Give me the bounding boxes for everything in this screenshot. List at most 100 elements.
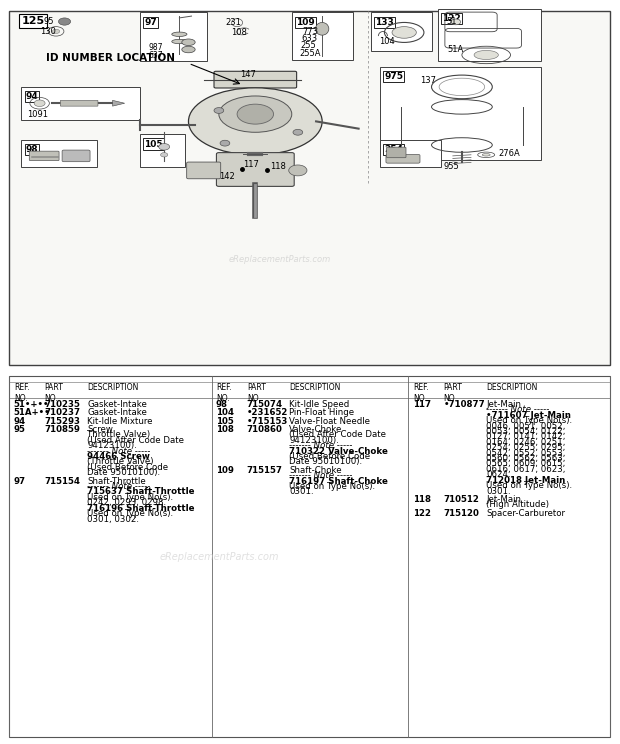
Text: 109: 109	[296, 18, 315, 27]
Text: REF.
NO.: REF. NO.	[414, 383, 429, 403]
Text: Gasket-Intake: Gasket-Intake	[87, 408, 147, 417]
Text: 117: 117	[243, 161, 259, 170]
Text: Date 95010100).: Date 95010100).	[290, 458, 363, 466]
Text: PART
NO.: PART NO.	[247, 383, 266, 403]
Text: DESCRIPTION: DESCRIPTION	[87, 383, 138, 392]
Text: Valve-Choke: Valve-Choke	[290, 425, 343, 434]
Text: Valve-Float Needle: Valve-Float Needle	[290, 417, 370, 426]
Text: ------- Note -----: ------- Note -----	[290, 471, 353, 480]
Circle shape	[161, 153, 168, 157]
Text: 51A+••: 51A+••	[14, 408, 50, 417]
Bar	[140, 13, 206, 62]
Text: 987: 987	[149, 43, 164, 52]
Text: Spacer-Carburetor: Spacer-Carburetor	[486, 509, 565, 518]
Text: 710235: 710235	[45, 400, 81, 409]
Text: ------- Note -----: ------- Note -----	[290, 441, 353, 450]
Text: 133: 133	[375, 18, 394, 27]
Text: 97: 97	[14, 477, 25, 486]
Text: 51: 51	[446, 17, 457, 26]
Text: •711607 Jet-Main: •711607 Jet-Main	[486, 411, 571, 420]
Text: Screw: Screw	[87, 425, 113, 434]
Text: 122: 122	[413, 509, 431, 518]
Text: Used on Type No(s).: Used on Type No(s).	[87, 493, 173, 502]
Text: (Used Before Code: (Used Before Code	[87, 463, 168, 472]
Text: 715293: 715293	[45, 417, 81, 426]
Text: Used on Type No(s).: Used on Type No(s).	[290, 482, 376, 491]
Text: 0542, 0552, 0553,: 0542, 0552, 0553,	[486, 449, 565, 458]
Text: 710859: 710859	[45, 425, 81, 434]
Text: 0301, 0302.: 0301, 0302.	[87, 515, 139, 524]
Text: 104: 104	[216, 408, 234, 417]
Text: Jet-Main: Jet-Main	[486, 495, 521, 504]
FancyBboxPatch shape	[386, 155, 420, 163]
Text: ID NUMBER LOCATION: ID NUMBER LOCATION	[46, 53, 175, 62]
Text: 108: 108	[231, 28, 247, 36]
Text: 710322 Valve-Choke: 710322 Valve-Choke	[290, 446, 388, 455]
Text: (Used After Code Date: (Used After Code Date	[290, 430, 386, 439]
Text: 255A: 255A	[299, 48, 321, 57]
Ellipse shape	[482, 153, 490, 156]
Text: 0127, 0141, 0142,: 0127, 0141, 0142,	[486, 432, 565, 441]
Text: Kit-Idle Mixture: Kit-Idle Mixture	[87, 417, 153, 426]
Circle shape	[58, 18, 71, 25]
Text: 773: 773	[303, 27, 319, 36]
Polygon shape	[112, 100, 125, 106]
Ellipse shape	[219, 96, 292, 132]
Ellipse shape	[316, 22, 329, 35]
Text: 1091: 1091	[27, 110, 48, 119]
FancyBboxPatch shape	[187, 162, 221, 179]
Text: Jet-Main: Jet-Main	[486, 400, 521, 409]
Text: (Used Before Code: (Used Before Code	[290, 452, 371, 461]
Text: 0616, 0617, 0623,: 0616, 0617, 0623,	[486, 465, 565, 474]
Text: 710860: 710860	[247, 425, 283, 434]
Text: 51•+••: 51•+••	[14, 400, 49, 409]
Text: 51A: 51A	[447, 45, 464, 54]
Text: •710877: •710877	[444, 400, 485, 409]
Text: 94123100).: 94123100).	[87, 441, 137, 450]
Text: 137: 137	[420, 76, 436, 86]
Text: 975: 975	[384, 72, 403, 81]
Text: 117: 117	[413, 400, 431, 409]
Text: 716197 Shaft-Choke: 716197 Shaft-Choke	[290, 477, 388, 486]
Text: 109: 109	[216, 466, 234, 475]
Circle shape	[451, 19, 461, 25]
Ellipse shape	[172, 39, 187, 44]
Text: 94: 94	[25, 92, 38, 101]
Text: REF.
NO.: REF. NO.	[216, 383, 232, 403]
Bar	[371, 13, 432, 51]
Bar	[380, 67, 541, 159]
Text: Kit-Idle Speed: Kit-Idle Speed	[290, 400, 350, 409]
Ellipse shape	[237, 104, 273, 124]
Text: Gasket-Intake: Gasket-Intake	[87, 400, 147, 409]
Text: 122: 122	[442, 14, 461, 23]
Text: Date 95010100).: Date 95010100).	[87, 468, 160, 477]
Circle shape	[214, 108, 224, 113]
Text: 0053, 0054, 0122,: 0053, 0054, 0122,	[486, 427, 565, 436]
Text: (High Altitude): (High Altitude)	[486, 500, 549, 510]
Ellipse shape	[182, 39, 195, 45]
Text: 0301.: 0301.	[290, 487, 314, 496]
Text: 95: 95	[44, 17, 55, 26]
Text: 715074: 715074	[247, 400, 283, 409]
Text: 712018 Jet-Main: 712018 Jet-Main	[486, 475, 565, 484]
Text: 118: 118	[270, 161, 286, 170]
Text: ------- Note -----: ------- Note -----	[87, 482, 151, 491]
Text: 955: 955	[444, 162, 459, 171]
Text: eReplacementParts.com: eReplacementParts.com	[229, 255, 330, 264]
Text: Shaft-Choke: Shaft-Choke	[290, 466, 342, 475]
Bar	[21, 140, 97, 167]
Text: 637: 637	[149, 51, 164, 60]
Ellipse shape	[392, 27, 416, 38]
FancyBboxPatch shape	[62, 150, 90, 161]
Bar	[292, 13, 353, 60]
Circle shape	[293, 129, 303, 135]
Text: 710237: 710237	[45, 408, 81, 417]
Text: Pin-Float Hinge: Pin-Float Hinge	[290, 408, 355, 417]
Text: Throttle Valve): Throttle Valve)	[87, 430, 150, 439]
Bar	[438, 9, 541, 62]
Text: 108: 108	[216, 425, 234, 434]
Text: DESCRIPTION: DESCRIPTION	[486, 383, 538, 392]
Text: (Used After Code Date: (Used After Code Date	[87, 436, 184, 445]
Text: ------- Note -----: ------- Note -----	[87, 446, 151, 455]
Text: Shaft-Throttle: Shaft-Throttle	[87, 477, 146, 486]
